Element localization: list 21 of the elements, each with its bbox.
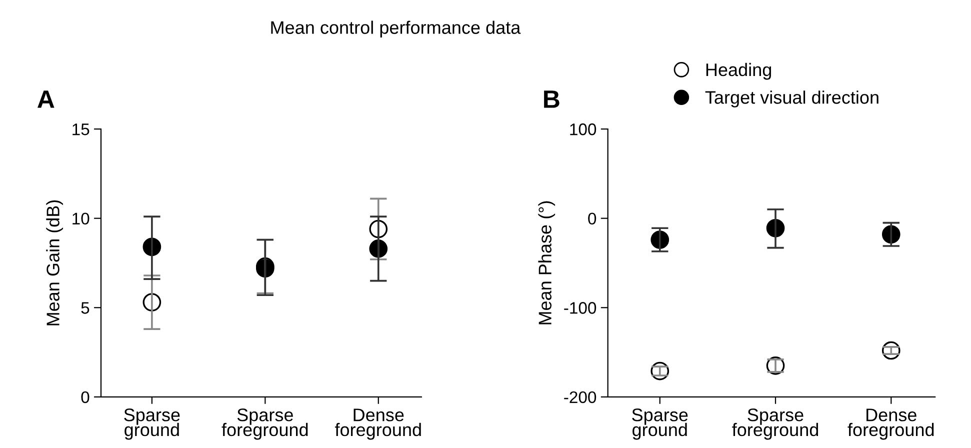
text: B bbox=[544, 90, 560, 108]
y-tick-label: -100 bbox=[564, 302, 596, 314]
x-tick-label: Sparse foreground bbox=[222, 408, 308, 440]
y-tick-label: 0 bbox=[588, 212, 596, 225]
x-tick-label: Sparse ground bbox=[124, 408, 180, 440]
x-tick-label: Sparse ground bbox=[632, 408, 688, 440]
x-tick-label: Dense foreground bbox=[334, 408, 421, 440]
x-tick-label: Dense foreground bbox=[848, 408, 934, 440]
y-tick-label: 5 bbox=[81, 302, 90, 314]
y-axis-title: Mean Gain (dB) bbox=[46, 200, 63, 326]
chart-title: Mean control performance data bbox=[271, 20, 521, 38]
text: A bbox=[38, 90, 54, 108]
y-tick-label: 100 bbox=[570, 123, 596, 136]
y-tick-label: 0 bbox=[81, 391, 90, 404]
y-tick-label: 10 bbox=[72, 212, 90, 225]
legend-label: Heading bbox=[706, 62, 772, 80]
y-tick-label: -200 bbox=[564, 391, 596, 404]
y-tick-label: 15 bbox=[72, 124, 90, 136]
legend-label: Target visual direction bbox=[705, 90, 878, 108]
x-tick-label: Sparse foreground bbox=[732, 408, 818, 440]
y-axis-title: Mean Phase (°) bbox=[538, 201, 556, 324]
